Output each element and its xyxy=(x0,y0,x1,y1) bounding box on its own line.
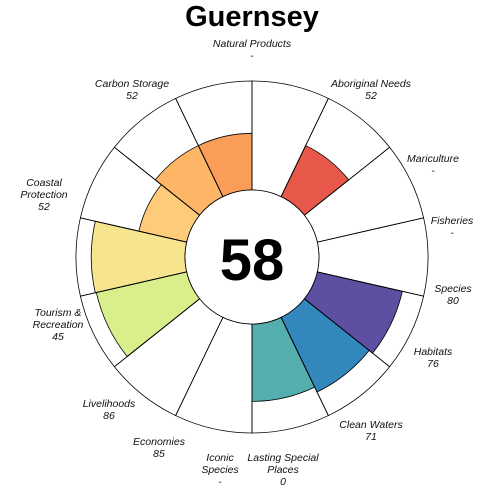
label-group-2: Mariculture- xyxy=(407,153,459,177)
petal-value-label: - xyxy=(218,476,222,488)
chart-title: Guernsey xyxy=(185,1,319,33)
petal-label: Lasting Special xyxy=(247,452,319,464)
petal-value-label: 71 xyxy=(365,431,377,443)
petal-value-label: - xyxy=(431,165,435,177)
petal-label: Protection xyxy=(20,189,67,201)
petal-label: Recreation xyxy=(33,319,84,331)
petal-label: Economies xyxy=(133,436,186,448)
petal-value-label: 52 xyxy=(38,201,50,213)
petal-label: Aboriginal Needs xyxy=(330,78,412,90)
petal-label: Iconic xyxy=(206,452,234,464)
petal-value-label: 85 xyxy=(153,448,165,460)
petal-label: Coastal xyxy=(26,177,62,189)
petal-outline-lasting-special-places xyxy=(175,316,253,434)
petal-value-label: - xyxy=(250,50,254,62)
petal-label: Livelihoods xyxy=(83,398,136,410)
petal-value-label: - xyxy=(450,227,454,239)
petal-layer xyxy=(90,132,403,402)
petal-label: Fisheries xyxy=(431,215,474,227)
label-group-0: Natural Products- xyxy=(213,38,292,62)
petal-label: Places xyxy=(267,464,299,476)
petal-value-label: 86 xyxy=(103,410,115,422)
petal-label: Species xyxy=(434,283,472,295)
petal-label: Tourism & xyxy=(35,307,82,319)
petal-value-label: 52 xyxy=(126,90,138,102)
petal-label: Clean Waters xyxy=(339,419,403,431)
overall-score: 58 xyxy=(220,228,285,293)
petal-label: Natural Products xyxy=(213,38,292,50)
petal-value-label: 80 xyxy=(447,295,459,307)
label-layer: Natural Products-Aboriginal Needs52Maric… xyxy=(20,38,474,488)
center-circle xyxy=(184,189,320,325)
petal-label: Species xyxy=(201,464,239,476)
petal-label: Carbon Storage xyxy=(95,78,169,90)
petal-value-label: 76 xyxy=(427,358,439,370)
label-group-3: Fisheries- xyxy=(431,215,474,239)
petal-value-label: 52 xyxy=(365,90,377,102)
petal-value-label: 0 xyxy=(280,476,286,488)
petal-label: Mariculture xyxy=(407,153,459,165)
petal-label: Habitats xyxy=(414,346,453,358)
petal-value-label: 45 xyxy=(52,331,64,343)
